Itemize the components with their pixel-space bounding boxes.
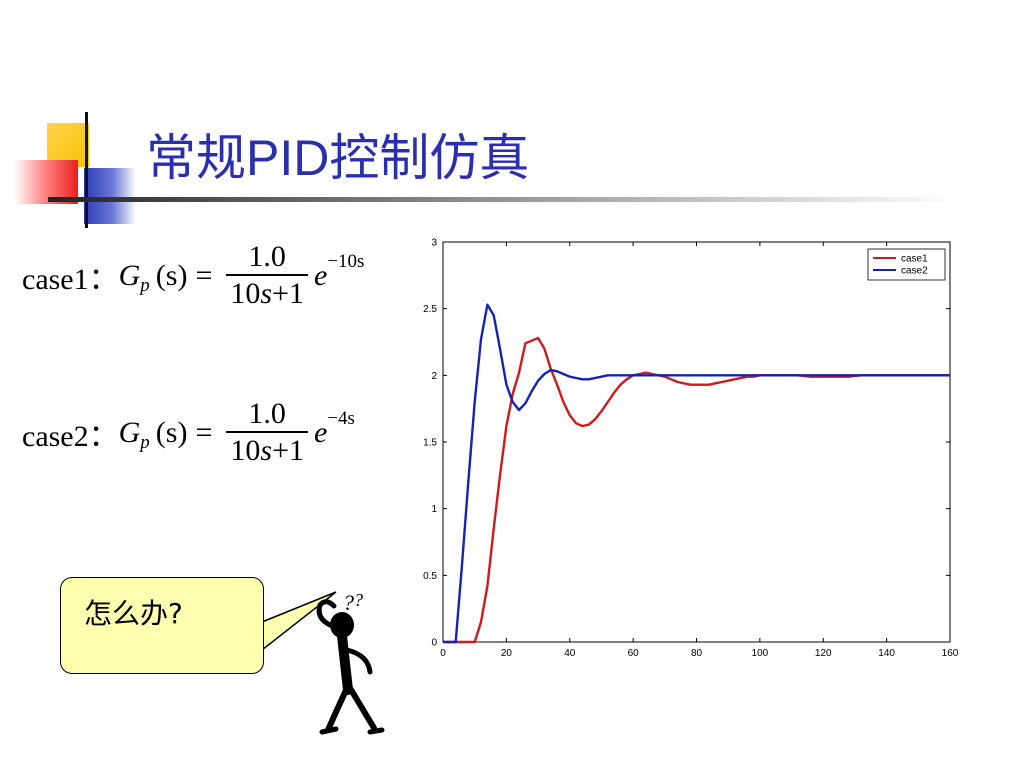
x-tick-label: 100 [752, 648, 769, 659]
legend-label-case2: case2 [901, 266, 928, 277]
formula-equals: = [195, 416, 213, 449]
callout-bubble [60, 577, 264, 674]
series-layer [443, 303, 950, 644]
x-tick-label: 40 [564, 648, 576, 659]
x-tick-label: 80 [691, 648, 703, 659]
formula-argument: (s) [155, 259, 188, 292]
formula-numerator: 1.0 [248, 397, 286, 430]
formula-numerator: 1.0 [248, 240, 286, 273]
formula-argument: (s) [155, 416, 188, 449]
formula-fraction: 1.0 10s+1 [226, 240, 308, 312]
formula-exponent: −4s [327, 408, 355, 429]
title-underline [48, 197, 960, 202]
callout-text: 怎么办? [84, 597, 183, 630]
plot-area [442, 241, 951, 643]
formula-denominator: 10s+1 [226, 431, 308, 469]
formula-label: case2： [22, 420, 119, 453]
question-mark-icon: ? [343, 590, 354, 615]
formula-exp-base: e [313, 416, 328, 449]
slide-title: 常规PID控制仿真 [146, 129, 530, 187]
y-tick-label: 2 [431, 371, 437, 382]
series-line-case2 [443, 303, 950, 644]
formula-subscript: p [140, 432, 150, 453]
title-decoration-vertical-line [85, 112, 88, 228]
formula-denominator: 10s+1 [226, 274, 308, 312]
legend-label-case1: case1 [901, 254, 928, 265]
title-decoration-blue-square [84, 168, 136, 224]
formula-fraction: 1.0 10s+1 [226, 397, 308, 469]
y-tick-label: 1.5 [423, 438, 437, 449]
x-tick-label: 0 [440, 648, 446, 659]
y-tick-label: 2.5 [423, 304, 437, 315]
step-response-chart: 0 20 40 60 80 100 120 140 160 0 0.5 1 1.5 2 2.5 3 case… [423, 238, 959, 660]
x-tick-label: 20 [501, 648, 513, 659]
x-tick-label: 160 [942, 648, 959, 659]
title-decoration-yellow-square [47, 123, 89, 167]
y-axis: 0 0.5 1 1.5 2 2.5 3 [423, 238, 950, 649]
formula-equals: = [195, 259, 213, 292]
x-tick-label: 60 [628, 648, 640, 659]
formula-exp-base: e [313, 259, 328, 292]
formula-label: case1： [22, 263, 119, 296]
formula-subscript: p [140, 275, 150, 296]
thinking-figure-icon: ? ? [316, 590, 385, 735]
x-tick-label: 140 [878, 648, 895, 659]
y-tick-label: 3 [431, 238, 437, 249]
x-tick-label: 120 [815, 648, 832, 659]
formula-G: G [118, 259, 141, 292]
plot-frame [442, 241, 951, 643]
legend-box [867, 248, 946, 281]
y-tick-label: 0 [431, 638, 437, 649]
formula-exponent: −10s [327, 251, 365, 272]
x-axis: 0 20 40 60 80 100 120 140 160 [440, 242, 959, 659]
y-tick-label: 0.5 [423, 571, 437, 582]
title-decoration-red-square [14, 160, 78, 204]
svg-text:?: ? [354, 590, 363, 610]
y-tick-label: 1 [431, 504, 437, 515]
formula-G: G [118, 416, 141, 449]
